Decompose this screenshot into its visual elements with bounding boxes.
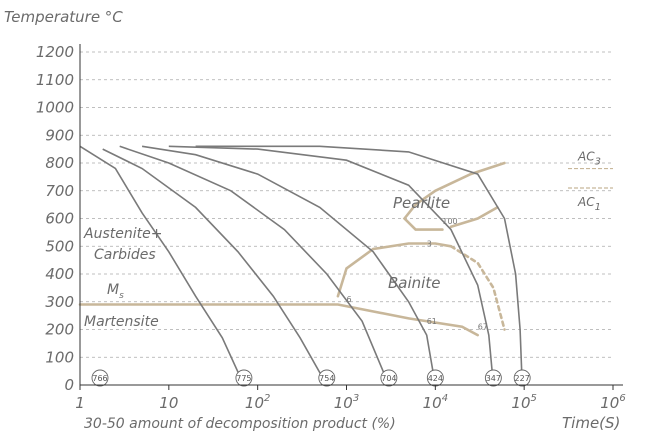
cooling-curves: 766 775 754 704 424 347 227 (79, 145, 531, 387)
y-tick-label-400: 400 (45, 265, 74, 283)
hardness-circle-766 (91, 369, 109, 387)
hardness-circle-347 (484, 369, 502, 387)
curve-ms-line (78, 303, 479, 337)
curve-bainite-start (336, 242, 453, 298)
cooling-curve-424 (141, 145, 437, 386)
y-tick-label-1200: 1200 (36, 43, 74, 61)
x-tick-exp-4: 4 (442, 393, 448, 404)
y-tick-label-600: 600 (45, 210, 74, 228)
hardness-circle-227 (513, 369, 531, 387)
y-tick-label-200: 200 (45, 321, 74, 339)
region-austenite-line2: Carbides (94, 247, 156, 263)
cooling-curve-775 (79, 145, 245, 386)
y-axis-title: Temperature °C (4, 8, 123, 26)
ac-sub-3: 3 (595, 157, 601, 168)
gridlines (80, 51, 613, 358)
x-tick-label-0: 1 (75, 394, 85, 412)
y-tick-label-700: 700 (45, 182, 74, 200)
y-tick-label-100: 100 (45, 348, 74, 366)
region-ms-sub: s (119, 291, 124, 301)
cooling-curve-754 (102, 148, 328, 386)
hardness-label-347: 347 (486, 374, 501, 383)
hardness-circle-704 (380, 369, 398, 387)
footer-label: 30-50 amount of decomposition product (%… (84, 416, 396, 432)
y-tick-label-1100: 1100 (36, 71, 74, 89)
x-tick-label-2: 102 (245, 393, 270, 412)
x-tick-label-1: 10 (159, 394, 178, 412)
percent-label-0: 100 (442, 217, 457, 226)
hardness-circle-775 (235, 369, 253, 387)
hardness-label-766: 766 (92, 374, 107, 383)
ac-sub-1: 1 (595, 202, 601, 213)
y-tick-label-1000: 1000 (36, 99, 74, 117)
x-tick-exp-5: 5 (531, 393, 537, 404)
percent-label-2: 6 (347, 295, 352, 304)
y-tick-label-500: 500 (45, 237, 74, 255)
y-tick-label-0: 0 (64, 376, 74, 394)
cooling-curve-227 (195, 145, 523, 386)
ac-label-1: AC1 (577, 195, 601, 213)
y-tick-label-900: 900 (45, 126, 74, 144)
x-tick-label-3: 103 (334, 393, 359, 412)
hardness-label-424: 424 (428, 374, 443, 383)
hardness-label-227: 227 (515, 374, 530, 383)
x-tick-exp-3: 3 (353, 393, 359, 404)
hardness-label-754: 754 (319, 374, 334, 383)
y-tick-label-300: 300 (45, 293, 74, 311)
transformation-curves (78, 161, 613, 337)
region-martensite: Martensite (84, 314, 159, 330)
cooling-curve-347 (168, 145, 495, 386)
curve-pearlite-start (402, 161, 506, 231)
x-tick-exp-6: 6 (619, 393, 625, 404)
x-tick-exp-2: 2 (264, 393, 270, 404)
region-pearlite: Pearlite (393, 194, 450, 212)
cooling-curve-704 (119, 145, 390, 386)
y-tick-label-800: 800 (45, 154, 74, 172)
curve-pearlite-finish (449, 206, 499, 229)
region-austenite-line1: Austenite+ (83, 226, 162, 242)
percent-label-4: 67 (478, 323, 488, 332)
percent-label-3: 61 (427, 317, 437, 326)
hardness-circle-754 (318, 369, 336, 387)
region-bainite: Bainite (388, 274, 440, 292)
x-tick-label-4: 104 (423, 393, 448, 412)
x-tick-label-6: 106 (600, 393, 625, 412)
percent-label-1: 3 (427, 239, 432, 248)
x-tick-label-5: 105 (511, 393, 536, 412)
hardness-label-775: 775 (236, 374, 251, 383)
x-axis-title: Time(S) (562, 414, 620, 432)
curve-bainite-finish (449, 245, 506, 331)
region-ms: Ms (107, 282, 124, 301)
hardness-label-704: 704 (381, 374, 396, 383)
ac-label-3: AC3 (577, 150, 601, 168)
labels: Temperature °C Time(S) 30-50 amount of dec… (4, 8, 620, 432)
